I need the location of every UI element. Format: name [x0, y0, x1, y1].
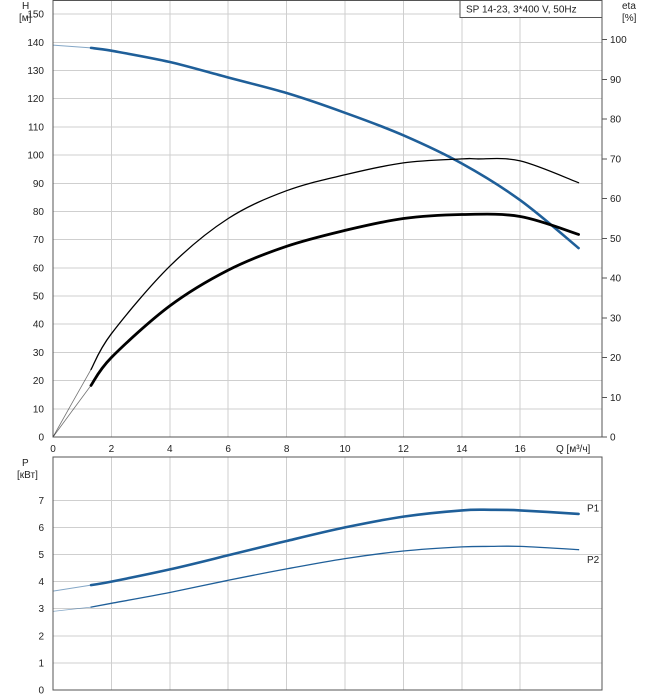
- bottom-curves: [52, 508, 580, 612]
- y-left-tick-label: 0: [38, 433, 44, 444]
- bottom-grid: [53, 457, 602, 690]
- top-tick-labels: 0 2 4 6 8 10 12 14 16010203040506070809010011012…: [27, 10, 627, 455]
- y-left-tick-label: 150: [27, 10, 44, 21]
- y-axis-left-unit: [м]: [19, 13, 32, 24]
- x-tick-label: 14: [456, 444, 468, 455]
- y-right-tick-label: 60: [610, 194, 622, 205]
- power-tick-label: 3: [38, 604, 44, 615]
- head-curve-extension: [52, 44, 92, 49]
- y-left-tick-label: 20: [33, 376, 45, 387]
- x-tick-label: 4: [167, 444, 173, 455]
- y-left-tick-label: 140: [27, 38, 44, 49]
- efficiency-curve-thick-extension: [52, 385, 92, 438]
- x-tick-label: 2: [109, 444, 115, 455]
- title-box-frame: [459, 0, 603, 18]
- y-right-tick-label: 80: [610, 115, 622, 126]
- power-tick-label: 2: [38, 631, 44, 642]
- power-tick-label: 4: [38, 577, 44, 588]
- y-left-tick-label: 110: [28, 122, 44, 133]
- efficiency-curve-thin: [90, 157, 580, 371]
- y-left-tick-label: 100: [27, 151, 44, 162]
- power-tick-label: 5: [38, 550, 44, 561]
- title-box: SP 14-23, 3*400 V, 50Hz: [459, 0, 603, 18]
- p1-curve: [89, 508, 580, 587]
- head-curve: [89, 46, 580, 250]
- y-left-tick-label: 120: [27, 94, 44, 105]
- power-axis-label: P: [22, 458, 29, 469]
- x-tick-label: 10: [339, 444, 351, 455]
- efficiency-curve-thick: [89, 212, 580, 387]
- top-plot-frame: [52, 0, 603, 438]
- y-axis-right-unit: [%]: [622, 13, 637, 24]
- x-tick-label: 16: [515, 444, 527, 455]
- chart-title: SP 14-23, 3*400 V, 50Hz: [466, 5, 577, 16]
- x-tick-label: 0: [50, 444, 56, 455]
- y-left-tick-label: 30: [33, 348, 45, 359]
- p2-curve: [90, 545, 580, 608]
- y-right-tick-label: 50: [610, 234, 622, 245]
- y-right-tick-label: 10: [610, 393, 622, 404]
- power-tick-label: 1: [38, 658, 44, 669]
- x-tick-label: 8: [284, 444, 290, 455]
- p1-curve-extension: [52, 584, 92, 592]
- y-right-tick-label: 70: [610, 154, 622, 165]
- power-panel: 0 1 2 3 4 5 6 7 P [кВт] P1 P2: [17, 456, 603, 697]
- y-left-tick-label: 70: [33, 235, 45, 246]
- y-right-tick-label: 90: [610, 75, 622, 86]
- y-left-tick-label: 10: [33, 404, 45, 415]
- y-left-tick-label: 90: [33, 179, 45, 190]
- power-axis-unit: [кВт]: [17, 470, 38, 481]
- power-tick-label: 6: [38, 523, 44, 534]
- power-tick-label: 7: [38, 496, 44, 507]
- p2-curve-extension: [52, 606, 92, 612]
- efficiency-curve-thin-extension: [52, 369, 92, 438]
- y-right-tick-label: 20: [610, 353, 622, 364]
- y-left-tick-label: 60: [33, 263, 45, 274]
- y-axis-right-label: eta: [622, 1, 636, 12]
- y-left-tick-label: 130: [27, 66, 44, 77]
- x-axis-label: Q [м³/ч]: [556, 444, 591, 455]
- y-left-tick-label: 80: [33, 207, 45, 218]
- y-right-tick-label: 40: [610, 274, 622, 285]
- head-efficiency-panel: 0 2 4 6 8 10 12 14 16010203040506070809010011012…: [19, 0, 637, 455]
- y-left-tick-label: 50: [33, 292, 45, 303]
- p1-series-label: P1: [587, 503, 600, 514]
- x-tick-label: 6: [225, 444, 231, 455]
- x-tick-label: 12: [398, 444, 410, 455]
- y-right-tick-label: 0: [610, 433, 616, 444]
- y-axis-left-label: H: [22, 1, 29, 12]
- y-right-tick-label: 30: [610, 313, 622, 324]
- bottom-plot-frame: [52, 456, 603, 691]
- power-tick-label: 0: [38, 686, 44, 697]
- y-right-tick-label: 100: [610, 35, 627, 46]
- p2-series-label: P2: [587, 555, 600, 566]
- y-left-tick-label: 40: [33, 320, 45, 331]
- top-curves: [52, 44, 580, 438]
- bottom-tick-labels: 0 1 2 3 4 5 6 7: [38, 496, 44, 697]
